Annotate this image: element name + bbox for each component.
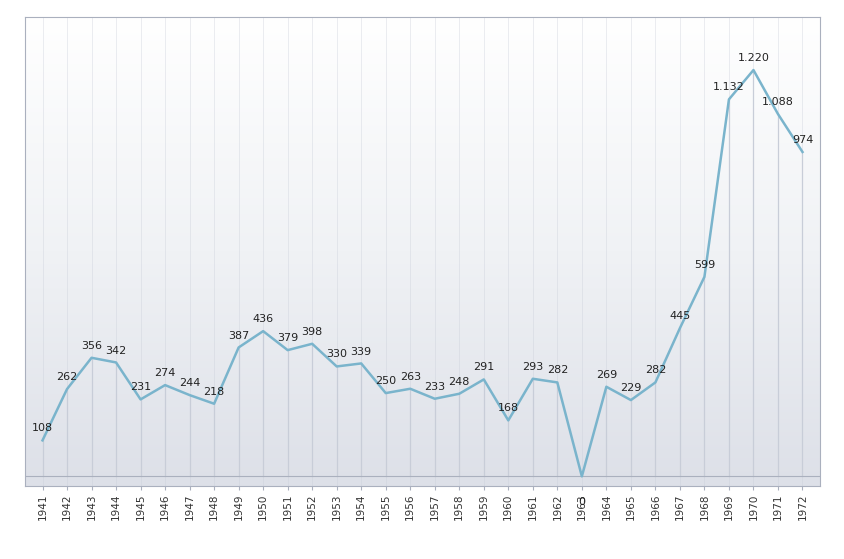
Text: 330: 330 — [326, 349, 347, 359]
Text: 250: 250 — [375, 376, 396, 386]
Text: 168: 168 — [497, 404, 518, 414]
Text: 356: 356 — [81, 341, 102, 351]
Text: 379: 379 — [277, 333, 298, 343]
Text: 282: 282 — [546, 366, 567, 376]
Text: 262: 262 — [57, 372, 78, 382]
Text: 0: 0 — [577, 497, 585, 507]
Text: 342: 342 — [106, 345, 127, 356]
Text: 445: 445 — [668, 311, 690, 321]
Text: 282: 282 — [644, 366, 665, 376]
Text: 291: 291 — [473, 362, 494, 372]
Text: 1.220: 1.220 — [737, 53, 769, 63]
Text: 233: 233 — [424, 382, 445, 392]
Text: 436: 436 — [252, 314, 273, 324]
Text: 229: 229 — [619, 383, 641, 393]
Text: 269: 269 — [595, 370, 616, 380]
Text: 231: 231 — [130, 382, 151, 392]
Text: 218: 218 — [203, 387, 225, 397]
Text: 974: 974 — [791, 135, 812, 145]
Text: 339: 339 — [350, 347, 371, 357]
Text: 398: 398 — [301, 327, 322, 337]
Text: 274: 274 — [154, 368, 176, 378]
Text: 263: 263 — [399, 372, 420, 382]
Text: 108: 108 — [32, 423, 53, 433]
Text: 293: 293 — [522, 362, 543, 372]
Text: 1.132: 1.132 — [712, 82, 744, 92]
Text: 244: 244 — [179, 378, 200, 388]
Text: 1.088: 1.088 — [761, 97, 793, 107]
Text: 387: 387 — [228, 330, 249, 340]
Text: 248: 248 — [448, 377, 469, 387]
Text: 599: 599 — [693, 260, 714, 270]
